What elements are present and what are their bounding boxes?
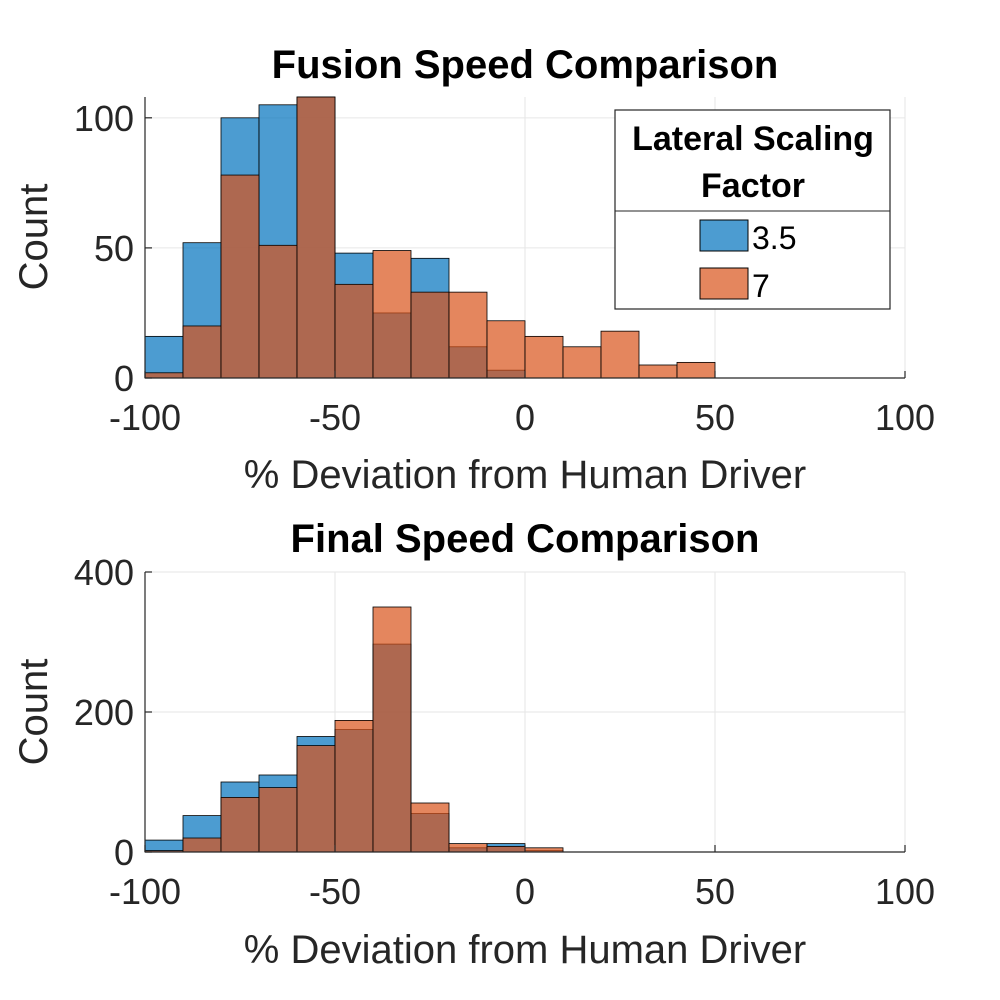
- bar-series-7: [600, 330, 640, 379]
- bar-series-7: [562, 346, 602, 379]
- bar-series-7: [676, 361, 716, 379]
- legend-entry-3-5: 3.5: [752, 220, 796, 256]
- bar-series-7: [258, 244, 298, 379]
- legend-swatch-7: [699, 267, 749, 300]
- bar-series-7: [372, 250, 412, 379]
- x-tick-label: 50: [695, 871, 735, 912]
- x-axis-label: % Deviation from Human Driver: [244, 928, 806, 972]
- y-tick-label: 400: [74, 552, 134, 593]
- bar-series-7: [486, 320, 526, 379]
- x-tick-label: 100: [875, 397, 935, 438]
- x-axis-label: % Deviation from Human Driver: [244, 453, 806, 497]
- bar-series-7: [410, 802, 450, 853]
- final-speed-chart: Final Speed Comparison -100 -50 0 50 100 0 200…: [12, 517, 935, 972]
- x-tick-label: -100: [109, 397, 181, 438]
- bar-series-7: [182, 325, 222, 379]
- chart-title: Final Speed Comparison: [291, 517, 760, 561]
- x-tick-label: 0: [515, 397, 535, 438]
- bar-series-7: [182, 837, 222, 853]
- x-tick-label: -100: [109, 871, 181, 912]
- x-tick-label: -50: [309, 871, 361, 912]
- x-tick-label: 50: [695, 397, 735, 438]
- bar-series-3-5: [144, 335, 184, 379]
- bar-series-7: [372, 606, 412, 853]
- bar-series-7: [448, 843, 488, 853]
- legend-box: [614, 109, 891, 310]
- bar-series-7: [334, 283, 374, 379]
- bar-series-7: [410, 291, 450, 379]
- x-tick-label: -50: [309, 397, 361, 438]
- fusion-speed-chart: Fusion Speed Comparison -100 -50 0 50 100 0 50…: [12, 43, 935, 497]
- bar-series-7: [220, 797, 260, 853]
- chart-title: Fusion Speed Comparison: [272, 43, 779, 87]
- x-tick-label: 0: [515, 871, 535, 912]
- y-tick-label: 100: [74, 98, 134, 139]
- bar-series-7: [524, 847, 564, 853]
- bar-series-7: [334, 720, 374, 853]
- y-tick-label: 50: [94, 228, 134, 269]
- y-axis-label: Count: [12, 184, 56, 291]
- legend-title-line1: Lateral Scaling: [632, 120, 874, 158]
- legend-entry-7: 7: [752, 268, 770, 304]
- legend-title-line2: Factor: [701, 167, 805, 205]
- bar-series-7: [258, 787, 298, 853]
- bar-series-7: [524, 335, 564, 379]
- x-tick-label: 100: [875, 871, 935, 912]
- bar-series-7: [638, 364, 678, 379]
- y-tick-label: 0: [114, 358, 134, 399]
- bar-series-7: [448, 291, 488, 379]
- bar-series-7: [144, 372, 184, 379]
- bar-series-7: [296, 745, 336, 853]
- bar-series-7: [296, 96, 336, 379]
- y-tick-label: 0: [114, 832, 134, 873]
- legend: Lateral Scaling Factor 3.5 7: [614, 109, 891, 310]
- bar-series-7: [220, 174, 260, 379]
- legend-swatch-3-5: [699, 219, 749, 252]
- y-axis-label: Count: [12, 659, 56, 766]
- y-tick-label: 200: [74, 692, 134, 733]
- bar-series-7: [486, 846, 526, 853]
